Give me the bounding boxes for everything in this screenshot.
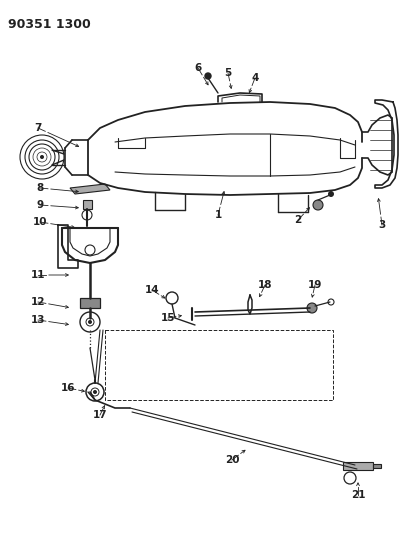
- Text: 11: 11: [31, 270, 45, 280]
- Text: 21: 21: [351, 490, 365, 500]
- Text: 17: 17: [93, 410, 107, 420]
- Text: 7: 7: [34, 123, 42, 133]
- Text: 90351 1300: 90351 1300: [8, 18, 91, 31]
- Text: 18: 18: [258, 280, 272, 290]
- Text: 6: 6: [194, 63, 202, 73]
- Polygon shape: [80, 298, 100, 308]
- Bar: [83, 200, 92, 209]
- Text: 1: 1: [214, 210, 222, 220]
- Text: 12: 12: [31, 297, 45, 307]
- Text: 14: 14: [145, 285, 159, 295]
- Text: 20: 20: [225, 455, 239, 465]
- Polygon shape: [70, 184, 110, 194]
- Text: 13: 13: [31, 315, 45, 325]
- Bar: [105, 330, 333, 400]
- Text: 2: 2: [294, 215, 301, 225]
- Circle shape: [307, 303, 317, 313]
- Circle shape: [205, 73, 211, 79]
- Circle shape: [93, 390, 97, 394]
- Circle shape: [328, 191, 334, 197]
- Text: 19: 19: [308, 280, 322, 290]
- Text: 4: 4: [251, 73, 259, 83]
- Text: 9: 9: [36, 200, 44, 210]
- Polygon shape: [343, 462, 373, 470]
- Circle shape: [313, 200, 323, 210]
- Text: 15: 15: [161, 313, 175, 323]
- Text: 16: 16: [61, 383, 75, 393]
- Circle shape: [40, 155, 44, 159]
- Text: 10: 10: [33, 217, 47, 227]
- Text: 3: 3: [378, 220, 386, 230]
- Text: 8: 8: [36, 183, 44, 193]
- Circle shape: [88, 320, 92, 324]
- Polygon shape: [373, 464, 381, 468]
- Text: 5: 5: [224, 68, 232, 78]
